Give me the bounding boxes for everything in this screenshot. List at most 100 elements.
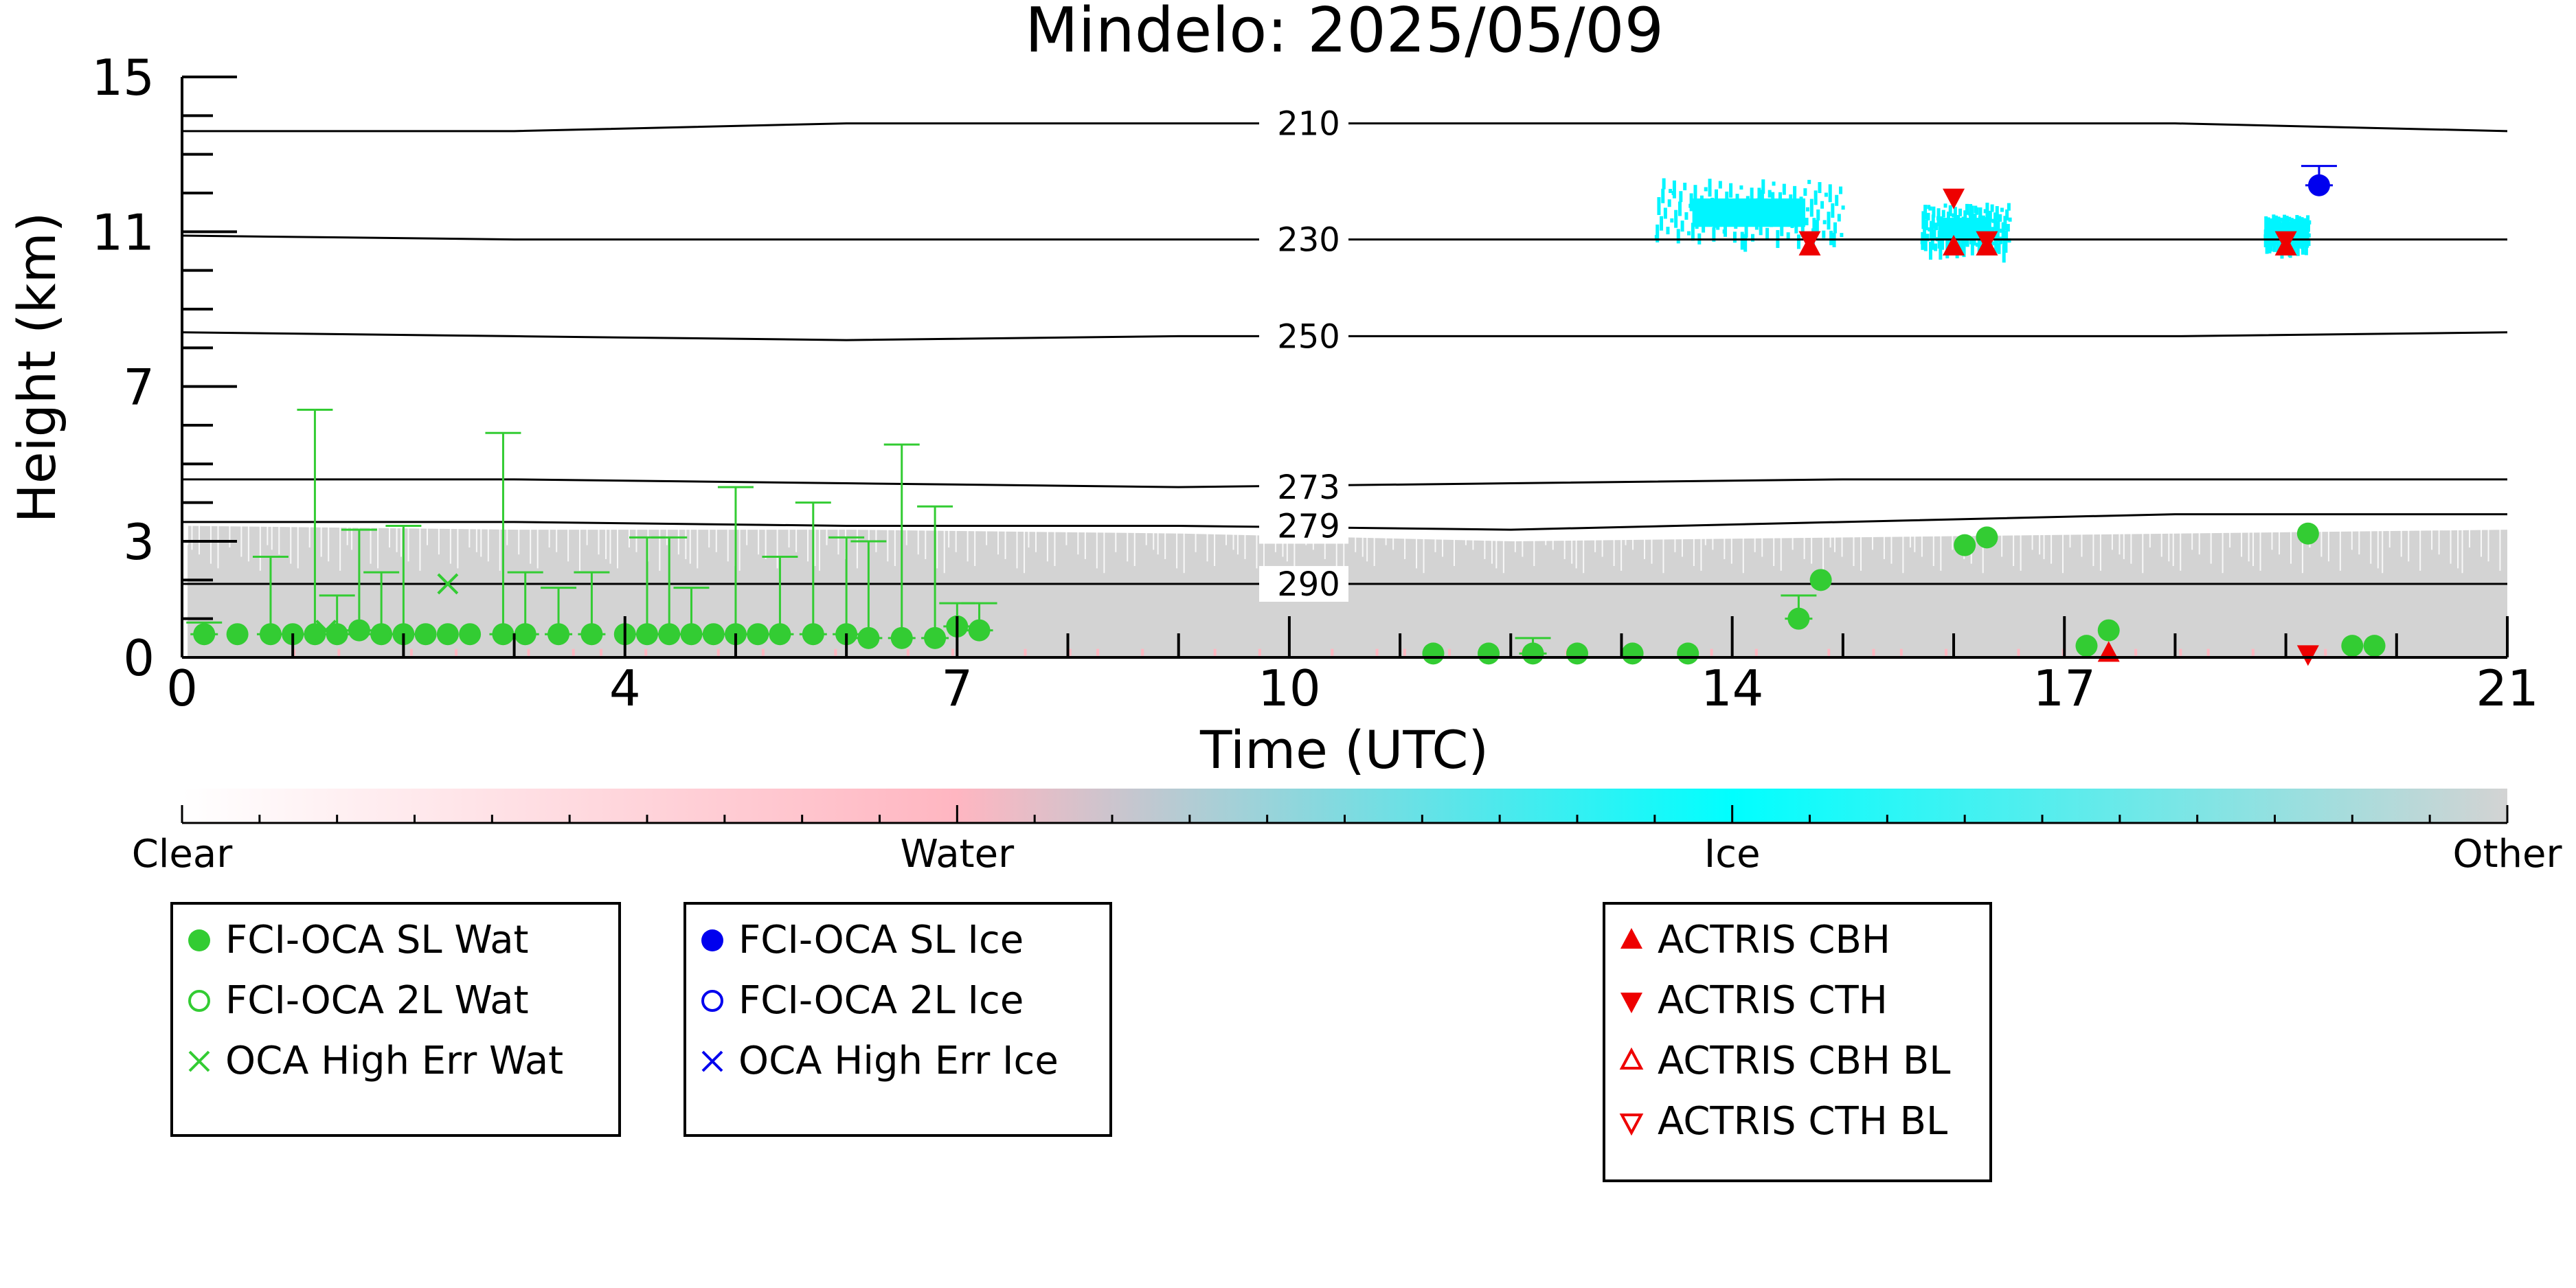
ice-cloud-pixel [1672, 180, 1676, 199]
ice-cloud-pixel [1991, 227, 1995, 235]
legend-entry: ACTRIS CTH [1620, 978, 1888, 1023]
ice-cloud-pixel [1923, 240, 1928, 251]
marker-filled-circle [188, 929, 210, 951]
ice-cloud-pixel [1693, 185, 1697, 200]
ice-cloud-pixel [1815, 220, 1819, 235]
ice-cloud-pixel [1729, 183, 1733, 198]
ice-cloud-pixel [1754, 225, 1759, 230]
water-pixel [906, 648, 909, 656]
ice-cloud-pixel [1670, 218, 1674, 223]
water-pixel [2179, 648, 2182, 656]
ice-cloud-pixel [2307, 238, 2311, 246]
data-marks [186, 165, 2386, 666]
legend-label: ACTRIS CBH BL [1658, 1039, 1950, 1083]
x-tick-label: 4 [609, 659, 641, 717]
ice-cloud-pixel [2277, 239, 2281, 251]
ice-cloud-pixel [1952, 213, 1956, 218]
marker-filled-circle [857, 626, 880, 649]
water-pixel [716, 648, 720, 656]
colorbar-label-water: Water [901, 832, 1015, 877]
isotherm-label-279: 279 [1277, 507, 1340, 545]
ice-cloud-pixel [2007, 238, 2011, 243]
ice-cloud-pixel [1970, 240, 1974, 256]
ice-cloud-pixel [1820, 201, 1824, 209]
water-pixel [409, 648, 413, 656]
water-pixel [1213, 648, 1217, 656]
water-pixel [1872, 648, 1875, 656]
marker-filled-circle [680, 623, 703, 646]
ice-cloud-pixel [2003, 216, 2007, 231]
ice-cloud-pixel [1992, 241, 1996, 246]
ice-cloud-pixel [2269, 240, 2273, 252]
marker-filled-circle [2296, 522, 2319, 545]
marker-filled-circle [1522, 642, 1544, 665]
marker-triangle-down [2296, 645, 2319, 666]
ice-cloud-pixel [1691, 223, 1695, 241]
ice-cloud-core [1692, 198, 1806, 227]
ice-cloud-pixel [1761, 179, 1765, 194]
ice-cloud-pixel [1934, 243, 1938, 251]
ice-cloud-pixel [1988, 210, 1992, 222]
ice-cloud-pixel [1999, 228, 2003, 233]
marker-filled-circle [1621, 642, 1644, 665]
ice-cloud-pixel [2001, 222, 2005, 240]
legend-label: FCI-OCA 2L Wat [225, 978, 529, 1023]
ice-cloud-pixel [1657, 196, 1661, 215]
ice-cloud-pixel [1663, 207, 1667, 219]
water-pixel [1331, 648, 1334, 656]
water-pixel [2206, 648, 2210, 656]
ice-cloud-pixel [1928, 227, 1932, 231]
water-pixel [1375, 648, 1379, 656]
water-pixel [834, 648, 837, 656]
marker-filled-circle [2363, 635, 2386, 657]
ice-cloud-pixel [1921, 211, 1925, 229]
ice-cloud-pixel [1718, 181, 1722, 189]
marker-x [315, 620, 337, 641]
ice-cloud-pixel [1925, 234, 1930, 242]
colorbar-label-clear: Clear [132, 832, 233, 877]
legend-label: OCA High Err Ice [738, 1039, 1059, 1083]
ice-cloud-pixel [2005, 209, 2009, 221]
legend-frame [683, 902, 1112, 1137]
ice-cloud-pixel [1751, 234, 1755, 242]
ice-cloud-pixel [1743, 234, 1748, 252]
ice-cloud-pixel [1667, 199, 1671, 207]
ice-cloud-pixel [1796, 234, 1800, 249]
isotherm-label-250: 250 [1277, 317, 1340, 356]
water-pixel [2017, 648, 2020, 656]
isotherm-label-bg [1259, 565, 1348, 602]
ice-cloud-pixel [2298, 239, 2303, 247]
ice-cloud-pixel [1732, 231, 1737, 243]
marker-filled-circle [636, 623, 658, 646]
ice-cloud-pixel [1941, 238, 1945, 250]
ice-cloud-pixel [2294, 218, 2298, 227]
marker-filled-circle [1976, 526, 1998, 549]
ice-cloud-pixel [1976, 242, 1980, 247]
water-pixel [1141, 648, 1144, 656]
ice-cloud-pixel [1924, 219, 1928, 231]
ice-cloud-pixel [1807, 179, 1811, 184]
water-pixel [1096, 648, 1100, 656]
marker-open-triangle-up [1619, 1047, 1644, 1070]
x-tick-label: 14 [1701, 659, 1764, 717]
ice-cloud-pixel [1998, 214, 2002, 222]
isotherm-label-230: 230 [1277, 221, 1340, 260]
marker-filled-circle [348, 619, 370, 642]
water-pixel [1945, 648, 1948, 656]
ice-cloud-pixel [2307, 220, 2312, 225]
legend-entry: ACTRIS CBH BL [1619, 1039, 1950, 1083]
marker-filled-circle [702, 623, 725, 646]
ice-cloud-pixel [1676, 229, 1680, 244]
x-tick-label: 10 [1258, 659, 1321, 717]
marker-x [188, 1050, 210, 1072]
ice-cloud-pixel [1814, 190, 1818, 205]
isotherm-label-bg [1259, 469, 1348, 506]
ice-cloud-pixel [2307, 233, 2311, 238]
ice-cloud-pixel [1930, 221, 1934, 239]
ice-cloud-pixel [1669, 188, 1673, 193]
ice-cloud-pixel [1812, 218, 1816, 233]
ice-cloud-pixel [1822, 230, 1826, 238]
marker-filled-circle [370, 623, 393, 646]
marker-filled-circle [890, 626, 913, 649]
